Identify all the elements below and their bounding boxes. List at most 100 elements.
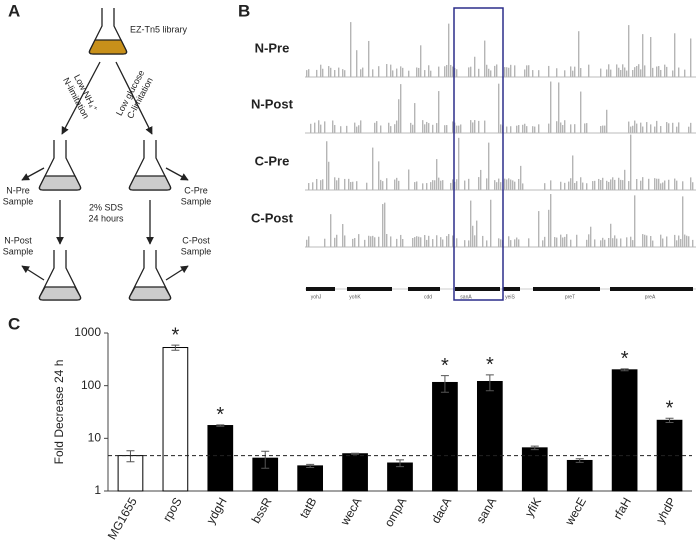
coverage-bar — [334, 70, 336, 77]
coverage-bar — [586, 183, 588, 190]
coverage-bar — [320, 180, 322, 190]
coverage-bar — [354, 238, 356, 247]
gene-label: preT — [565, 294, 575, 300]
coverage-bar — [368, 40, 370, 77]
coverage-bar — [458, 125, 460, 133]
x-tick-label: yfiK — [522, 495, 544, 519]
coverage-bar — [354, 122, 356, 133]
coverage-bar — [640, 69, 642, 77]
coverage-bar — [470, 66, 472, 77]
coverage-bar — [618, 177, 620, 190]
coverage-bar — [600, 180, 602, 190]
coverage-bar — [456, 179, 458, 190]
diagram — [21, 8, 189, 301]
coverage-bar — [674, 234, 676, 247]
significance-marker: * — [171, 324, 179, 346]
coverage-bar — [496, 182, 498, 190]
gene-label: yohJ — [311, 294, 322, 300]
coverage-bar — [402, 67, 404, 77]
coverage-bar — [494, 65, 496, 77]
coverage-bar — [400, 84, 402, 133]
coverage-bar — [392, 70, 394, 77]
error-bar — [440, 375, 449, 393]
coverage-bar — [478, 68, 480, 77]
coverage-bar — [504, 178, 506, 190]
gene-segment — [610, 287, 693, 291]
coverage-bar — [358, 234, 360, 247]
coverage-bar — [446, 236, 448, 247]
coverage-bar — [478, 177, 480, 190]
coverage-bar — [436, 235, 438, 247]
coverage-bar — [620, 70, 622, 77]
x-tick-label: MG1655 — [105, 495, 140, 542]
coverage-bar — [402, 239, 404, 247]
coverage-bar — [666, 122, 668, 133]
coverage-bar — [656, 66, 658, 77]
coverage-bar — [370, 236, 372, 247]
coverage-bar — [468, 240, 470, 247]
coverage-bar — [620, 179, 622, 190]
coverage-bar — [328, 66, 330, 77]
coverage-bar — [602, 125, 604, 133]
diagram-label: 2% SDS — [89, 202, 123, 212]
coverage-bar — [588, 234, 590, 247]
coverage-bar — [608, 64, 610, 77]
error-bar — [261, 450, 270, 469]
gene-segment — [455, 287, 500, 291]
x-tick-label: sanA — [473, 495, 499, 526]
coverage-bar — [434, 180, 436, 190]
coverage-bar — [674, 178, 676, 190]
coverage-bar — [444, 66, 446, 77]
coverage-bar — [588, 64, 590, 77]
coverage-bar — [608, 237, 610, 247]
coverage-bar — [472, 225, 474, 247]
coverage-bar — [432, 239, 434, 247]
coverage-bar — [328, 161, 330, 190]
coverage-bar — [422, 120, 424, 133]
coverage-bar — [654, 178, 656, 190]
coverage-bar — [514, 65, 516, 77]
coverage-bar — [468, 67, 470, 77]
coverage-bar — [556, 68, 558, 77]
coverage-bar — [688, 236, 690, 247]
coverage-bar — [510, 126, 512, 133]
coverage-bar — [652, 240, 654, 247]
coverage-bar — [396, 177, 398, 190]
error-bar — [575, 458, 584, 463]
coverage-bar — [538, 124, 540, 133]
coverage-bar — [410, 122, 412, 133]
coverage-bar — [438, 91, 440, 133]
coverage-bar — [516, 125, 518, 133]
coverage-bar — [518, 239, 520, 247]
coverage-bar — [508, 67, 510, 77]
coverage-bar — [424, 235, 426, 247]
coverage-bar — [356, 181, 358, 190]
coverage-bar — [396, 120, 398, 133]
coverage-bar — [600, 68, 602, 77]
coverage-bar — [538, 70, 540, 77]
coverage-bar — [490, 70, 492, 77]
bar — [611, 369, 638, 492]
diagram-label: N-Pre — [6, 185, 30, 195]
coverage-bar — [644, 234, 646, 247]
diagram-label: Sample — [181, 196, 212, 206]
gene-label: preA — [645, 294, 656, 300]
coverage-bar — [676, 126, 678, 133]
diagram-label: Sample — [3, 196, 34, 206]
coverage-bar — [316, 178, 318, 190]
coverage-bar — [682, 196, 684, 247]
coverage-bar — [464, 180, 466, 190]
coverage-bar — [484, 120, 486, 133]
coverage-bar — [628, 121, 630, 133]
coverage-bar — [590, 226, 592, 247]
significance-marker: * — [621, 348, 629, 370]
coverage-bar — [384, 202, 386, 247]
coverage-bar — [446, 125, 448, 133]
coverage-bar — [498, 238, 500, 247]
coverage-bar — [592, 181, 594, 190]
coverage-bar — [452, 121, 454, 133]
coverage-bar — [574, 182, 576, 190]
coverage-bar — [690, 177, 692, 190]
coverage-bar — [414, 237, 416, 247]
coverage-bar — [344, 70, 346, 77]
